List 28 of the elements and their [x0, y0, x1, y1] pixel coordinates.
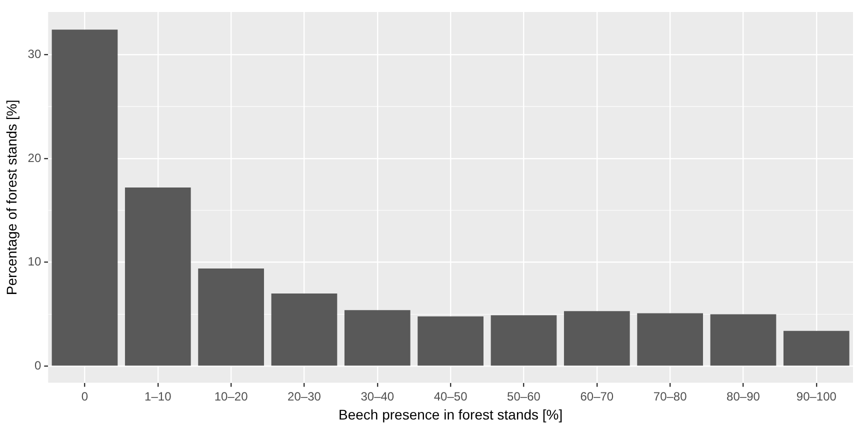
- x-tick-label: 0: [81, 389, 88, 404]
- y-tick-label: 20: [28, 150, 42, 165]
- bar: [710, 314, 776, 366]
- x-axis-title: Beech presence in forest stands [%]: [338, 406, 563, 422]
- bar: [52, 30, 118, 366]
- x-tick-label: 60–70: [580, 389, 614, 404]
- x-tick-label: 20–30: [288, 389, 322, 404]
- bar: [124, 188, 191, 366]
- x-tick-label: 70–80: [653, 389, 688, 404]
- bar: [637, 313, 704, 366]
- x-tick-label: 30–40: [360, 389, 394, 404]
- y-axis-title: Percentage of forest stands [%]: [3, 100, 20, 296]
- bar: [490, 315, 557, 366]
- x-tick-label: 90–100: [796, 389, 837, 404]
- x-tick-label: 40–50: [434, 389, 468, 404]
- bar: [418, 316, 484, 366]
- bar: [344, 310, 410, 366]
- x-tick-label: 1–10: [144, 389, 172, 404]
- bar: [198, 268, 264, 366]
- y-tick-label: 30: [28, 46, 42, 61]
- x-tick-label: 80–90: [726, 389, 760, 404]
- y-tick-label: 0: [34, 358, 42, 372]
- bar: [564, 311, 630, 366]
- x-tick-label: 10–20: [214, 389, 248, 404]
- y-tick-label: 10: [28, 254, 42, 269]
- bar: [271, 293, 338, 366]
- x-tick-label: 50–60: [507, 389, 541, 404]
- bar: [783, 330, 850, 366]
